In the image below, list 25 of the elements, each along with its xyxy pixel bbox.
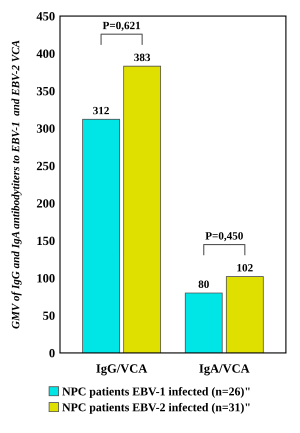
y-tick-label: 400 bbox=[36, 49, 55, 58]
y-tick-label: 200 bbox=[36, 199, 55, 208]
data-label: 383 bbox=[134, 54, 150, 62]
x-tick-label: IgA/VCA bbox=[199, 364, 250, 376]
data-label: 312 bbox=[93, 106, 109, 114]
bar bbox=[123, 66, 162, 353]
y-tick-label: 150 bbox=[37, 236, 55, 246]
annotation: P=0,450 bbox=[205, 232, 243, 242]
y-tick-label: 250 bbox=[36, 162, 55, 170]
y-axis-title: GMV of IgG and IgA antibodytiters to EBV-1 and EBV-2 VCA bbox=[11, 40, 22, 329]
bar bbox=[184, 292, 223, 353]
y-tick-label: 0 bbox=[49, 348, 55, 358]
bar bbox=[82, 118, 120, 353]
data-label: 102 bbox=[237, 264, 253, 272]
y-tick-label: 50 bbox=[43, 311, 55, 320]
y-tick-label: 300 bbox=[36, 124, 55, 133]
y-tick-label: 100 bbox=[37, 274, 55, 282]
y-tick-label: 450 bbox=[36, 12, 55, 20]
legend-label: NPC patients EBV-1 infected (n=26)" bbox=[62, 387, 250, 398]
x-tick-label: IgG/VCA bbox=[96, 364, 148, 376]
annotation: P=0,621 bbox=[102, 22, 140, 31]
y-tick-label: 350 bbox=[36, 86, 55, 96]
bar bbox=[226, 276, 264, 353]
legend-label: NPC patients EBV-2 infected (n=31)" bbox=[62, 402, 250, 414]
data-label: 80 bbox=[198, 280, 209, 288]
